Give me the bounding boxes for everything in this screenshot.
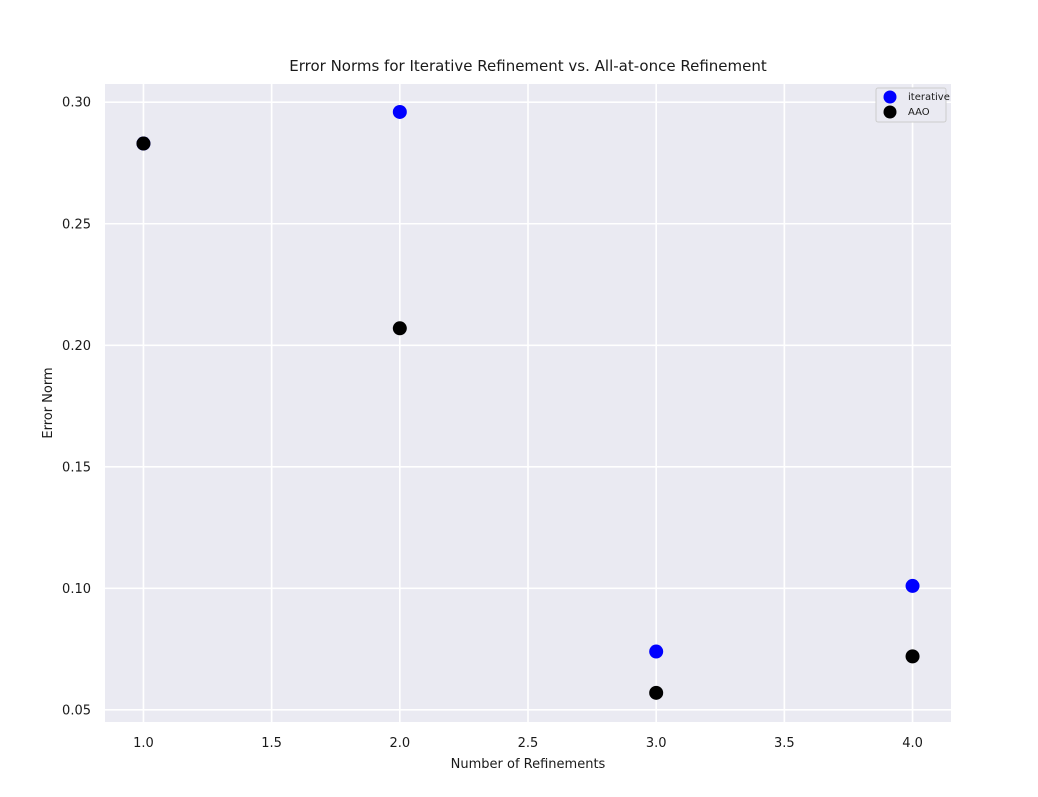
legend-marker-aao bbox=[883, 105, 897, 119]
grid-layer bbox=[105, 84, 951, 722]
y-tick-label: 0.30 bbox=[62, 96, 91, 111]
x-tick-label: 3.5 bbox=[774, 736, 795, 751]
x-tick-label: 4.0 bbox=[902, 736, 923, 751]
y-axis-label: Error Norm bbox=[41, 367, 56, 438]
x-tick-label: 3.0 bbox=[646, 736, 667, 751]
legend-label-iterative: iterative bbox=[908, 92, 950, 103]
data-point-iterative bbox=[905, 578, 920, 593]
legend-label-aao: AAO bbox=[908, 107, 930, 118]
chart-title: Error Norms for Iterative Refinement vs.… bbox=[289, 57, 767, 75]
x-tick-label: 1.0 bbox=[133, 736, 154, 751]
data-point-aao bbox=[905, 649, 920, 664]
data-point-aao bbox=[136, 136, 151, 151]
data-points bbox=[136, 104, 920, 700]
y-tick-labels: 0.05 0.10 0.15 0.20 0.25 0.30 bbox=[62, 96, 91, 719]
y-tick-label: 0.10 bbox=[62, 582, 91, 597]
x-tick-label: 2.0 bbox=[389, 736, 410, 751]
data-point-aao bbox=[649, 685, 664, 700]
data-point-iterative bbox=[649, 644, 664, 659]
legend-marker-iterative bbox=[883, 90, 897, 104]
y-tick-label: 0.05 bbox=[62, 703, 91, 718]
x-tick-label: 1.5 bbox=[261, 736, 282, 751]
data-point-aao bbox=[392, 321, 407, 336]
data-point-iterative bbox=[392, 104, 407, 119]
y-tick-label: 0.20 bbox=[62, 339, 91, 354]
y-tick-label: 0.25 bbox=[62, 217, 91, 232]
x-tick-labels: 1.0 1.5 2.0 2.5 3.0 3.5 4.0 bbox=[133, 736, 923, 751]
x-axis-label: Number of Refinements bbox=[451, 757, 606, 772]
y-tick-label: 0.15 bbox=[62, 460, 91, 475]
legend: iterative AAO bbox=[875, 87, 950, 123]
x-tick-label: 2.5 bbox=[518, 736, 539, 751]
